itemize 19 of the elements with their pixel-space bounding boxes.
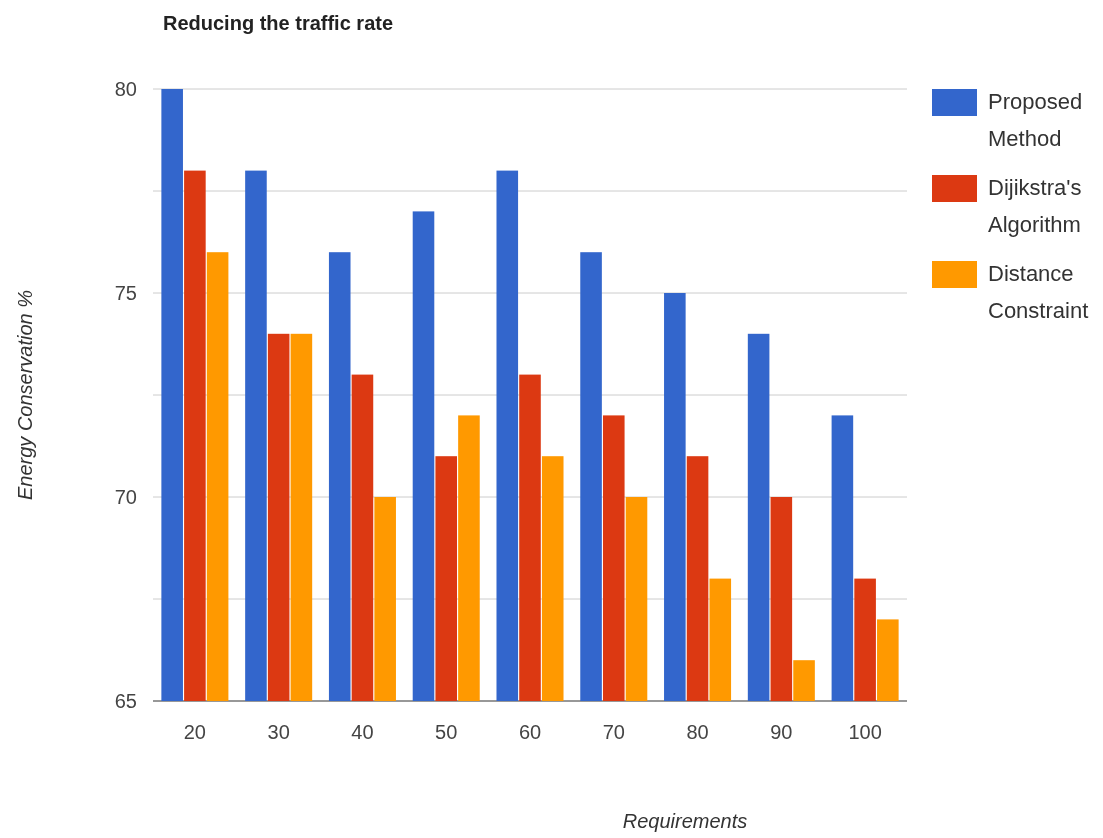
x-tick-label: 50 (435, 721, 458, 743)
x-tick-label: 20 (183, 721, 207, 743)
x-axis-title: Requirements (622, 810, 748, 832)
legend-label: Dijikstra's Algorithm (988, 175, 1082, 237)
y-axis-title: Energy Conservation % (14, 289, 36, 501)
y-tick-label: 80 (114, 78, 137, 100)
y-tick-label: 65 (114, 690, 137, 712)
x-tick-label: 100 (848, 721, 882, 743)
x-tick-label: 80 (686, 721, 709, 743)
x-tick-label: 70 (602, 721, 625, 743)
x-tick-label: 40 (351, 721, 374, 743)
chart-title: Reducing the traffic rate (163, 12, 394, 34)
x-tick-label: 30 (267, 721, 290, 743)
y-tick-label: 70 (114, 486, 137, 508)
x-tick-label: 90 (770, 721, 793, 743)
y-tick-label: 75 (114, 282, 137, 304)
x-tick-label: 60 (518, 721, 542, 743)
legend-label: Distance Constraint (988, 261, 1089, 323)
legend-label: Proposed Method (988, 89, 1083, 151)
